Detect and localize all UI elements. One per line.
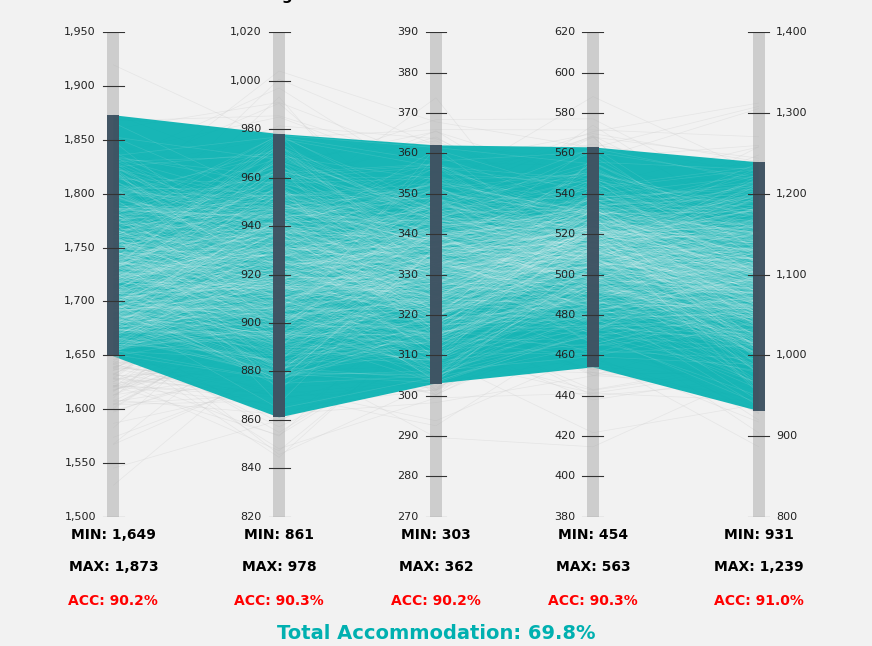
- Polygon shape: [279, 134, 436, 417]
- Text: 1,850: 1,850: [65, 135, 96, 145]
- Text: 1,550: 1,550: [65, 458, 96, 468]
- Text: 290: 290: [398, 431, 419, 441]
- Text: 1,700: 1,700: [65, 297, 96, 306]
- Text: 800: 800: [776, 512, 797, 522]
- Text: 940: 940: [241, 221, 262, 231]
- Text: 1,100: 1,100: [776, 269, 807, 280]
- Text: MAX: 978: MAX: 978: [242, 560, 317, 574]
- Text: 1,800: 1,800: [65, 189, 96, 199]
- Bar: [753, 162, 765, 411]
- Text: MIN: 1,649: MIN: 1,649: [71, 528, 156, 542]
- Bar: [107, 32, 119, 517]
- Polygon shape: [436, 145, 593, 384]
- Text: 280: 280: [398, 472, 419, 481]
- Text: 1,900: 1,900: [65, 81, 96, 91]
- Text: 1,600: 1,600: [65, 404, 96, 414]
- Text: 1,020: 1,020: [230, 27, 262, 37]
- Text: 500: 500: [555, 269, 576, 280]
- Text: 310: 310: [398, 350, 419, 360]
- Text: 480: 480: [555, 310, 576, 320]
- Text: ACC: 91.0%: ACC: 91.0%: [713, 594, 804, 609]
- Text: 900: 900: [241, 318, 262, 328]
- Text: 330: 330: [398, 269, 419, 280]
- Text: MAX: 1,239: MAX: 1,239: [714, 560, 803, 574]
- Text: 1,950: 1,950: [65, 27, 96, 37]
- Text: Stature: Stature: [81, 0, 146, 3]
- Text: 840: 840: [241, 463, 262, 474]
- Text: 300: 300: [398, 391, 419, 401]
- Text: MIN: 931: MIN: 931: [724, 528, 794, 542]
- Text: 560: 560: [555, 149, 576, 158]
- Text: 340: 340: [398, 229, 419, 239]
- Text: 400: 400: [555, 472, 576, 481]
- Text: 920: 920: [241, 269, 262, 280]
- Bar: [273, 134, 285, 417]
- Text: Chest Circ.: Chest Circ.: [712, 0, 805, 3]
- Polygon shape: [593, 147, 759, 411]
- Text: Total Accommodation: 69.8%: Total Accommodation: 69.8%: [276, 624, 596, 643]
- Bar: [430, 145, 442, 384]
- Text: 440: 440: [555, 391, 576, 401]
- Text: 1,650: 1,650: [65, 350, 96, 360]
- Bar: [587, 32, 599, 517]
- Bar: [430, 32, 442, 517]
- Text: 1,500: 1,500: [65, 512, 96, 522]
- Text: 1,750: 1,750: [65, 243, 96, 253]
- Text: 520: 520: [555, 229, 576, 239]
- Text: 600: 600: [555, 68, 576, 78]
- Text: ACC: 90.3%: ACC: 90.3%: [235, 594, 324, 609]
- Bar: [273, 32, 285, 517]
- Text: 820: 820: [241, 512, 262, 522]
- Text: 880: 880: [241, 366, 262, 377]
- Text: ACC: 90.2%: ACC: 90.2%: [391, 594, 481, 609]
- Text: 960: 960: [241, 172, 262, 183]
- Text: 360: 360: [398, 149, 419, 158]
- Text: 540: 540: [555, 189, 576, 199]
- Text: 1,000: 1,000: [776, 350, 807, 360]
- Text: MAX: 362: MAX: 362: [399, 560, 473, 574]
- Text: 620: 620: [555, 27, 576, 37]
- Text: 420: 420: [555, 431, 576, 441]
- Bar: [587, 147, 599, 368]
- Polygon shape: [113, 115, 279, 417]
- Text: 1,000: 1,000: [230, 76, 262, 86]
- Text: 900: 900: [776, 431, 797, 441]
- Text: 390: 390: [398, 27, 419, 37]
- Text: 380: 380: [555, 512, 576, 522]
- Bar: [753, 32, 765, 517]
- Text: MIN: 454: MIN: 454: [558, 528, 628, 542]
- Text: 320: 320: [398, 310, 419, 320]
- Text: 1,200: 1,200: [776, 189, 807, 199]
- Bar: [107, 115, 119, 357]
- Text: ACC: 90.2%: ACC: 90.2%: [68, 594, 159, 609]
- Text: MIN: 303: MIN: 303: [401, 528, 471, 542]
- Text: Bidelt. Br.: Bidelt. Br.: [551, 0, 635, 3]
- Text: 380: 380: [398, 68, 419, 78]
- Text: 350: 350: [398, 189, 419, 199]
- Text: 580: 580: [555, 108, 576, 118]
- Text: 1,300: 1,300: [776, 108, 807, 118]
- Text: Sitting Ht.: Sitting Ht.: [235, 0, 324, 3]
- Text: 1,400: 1,400: [776, 27, 807, 37]
- Text: ACC: 90.3%: ACC: 90.3%: [548, 594, 637, 609]
- Text: 860: 860: [241, 415, 262, 425]
- Text: 370: 370: [398, 108, 419, 118]
- Text: Acrom. Rad. Lnth.: Acrom. Rad. Lnth.: [359, 0, 513, 3]
- Text: MIN: 861: MIN: 861: [244, 528, 314, 542]
- Text: 270: 270: [398, 512, 419, 522]
- Text: MAX: 563: MAX: 563: [555, 560, 630, 574]
- Text: MAX: 1,873: MAX: 1,873: [69, 560, 158, 574]
- Text: 980: 980: [241, 124, 262, 134]
- Text: 460: 460: [555, 350, 576, 360]
